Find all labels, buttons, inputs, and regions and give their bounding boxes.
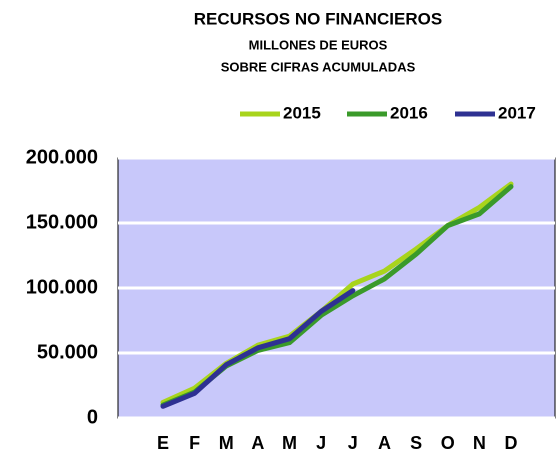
y-tick-label: 0 [87, 406, 98, 428]
chart-subtitle: MILLONES DE EUROS [249, 37, 388, 52]
legend-label: 2017 [498, 103, 536, 122]
x-tick-label: O [441, 433, 455, 453]
series-line [160, 288, 356, 409]
x-tick-label: D [505, 433, 518, 453]
y-tick-label: 50.000 [37, 341, 98, 363]
y-tick-label: 150.000 [26, 211, 98, 233]
x-tick-label: J [348, 433, 358, 453]
y-tick-label: 200.000 [26, 146, 98, 168]
chart-subtitle: SOBRE CIFRAS ACUMULADAS [221, 59, 416, 74]
x-tick-label: J [316, 433, 326, 453]
legend-label: 2015 [283, 103, 321, 122]
x-tick-label: M [282, 433, 297, 453]
y-tick-label: 100.000 [26, 276, 98, 298]
legend-label: 2016 [390, 103, 428, 122]
x-tick-label: M [219, 433, 234, 453]
chart-title: RECURSOS NO FINANCIEROS [194, 9, 442, 28]
x-tick-label: F [189, 433, 200, 453]
x-tick-label: A [378, 433, 391, 453]
x-tick-label: E [157, 433, 169, 453]
x-tick-label: A [251, 433, 264, 453]
x-tick-label: S [410, 433, 422, 453]
x-tick-label: N [473, 433, 486, 453]
